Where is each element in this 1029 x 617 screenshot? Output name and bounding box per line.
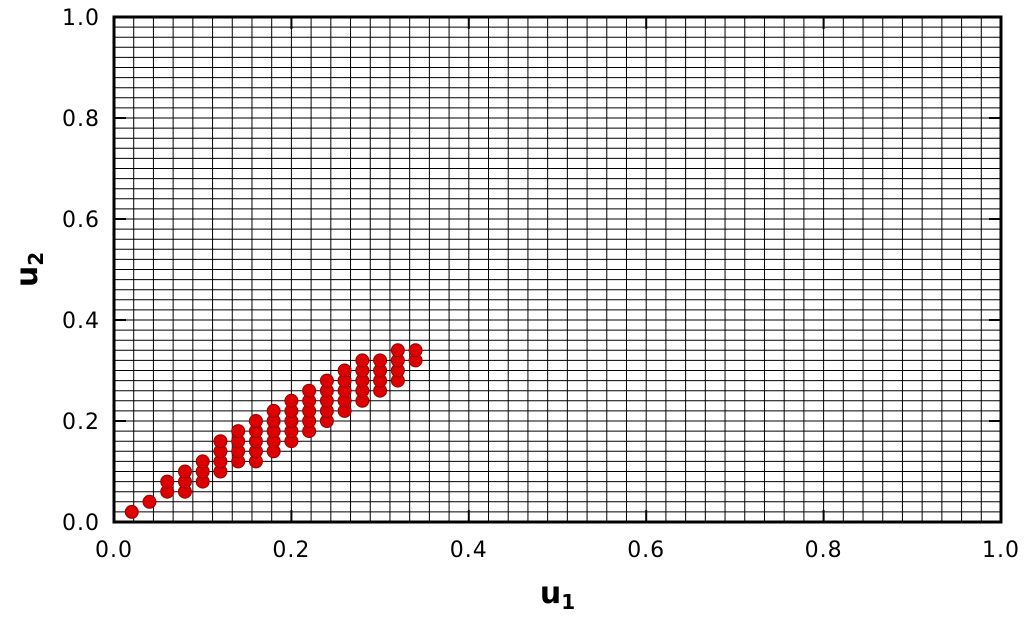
y-tick-labels: 0.0 0.2 0.4 0.6 0.8 1.0 [62,6,100,536]
data-point [390,343,405,358]
data-points [124,343,423,519]
y-tick-label: 0.8 [62,107,100,132]
y-axis-title-base: u [10,266,45,287]
data-point [124,504,139,519]
x-tick-labels: 0.0 0.2 0.4 0.6 0.8 1.0 [95,538,1020,563]
y-axis-title-subscript: 2 [24,252,48,266]
x-tick-label: 0.4 [450,538,488,563]
x-axis-title-subscript: 1 [561,590,575,613]
data-point [142,494,157,509]
plot-frame [112,15,1003,524]
x-axis-title-base: u [540,576,561,611]
x-tick-label: 1.0 [982,538,1020,563]
x-axis-title: u1 [540,576,575,613]
y-axis-title: u2 [10,252,48,287]
y-tick-label: 1.0 [62,6,100,31]
data-point [284,393,299,408]
y-tick-label: 0.6 [62,208,100,233]
data-point [195,454,210,469]
x-tick-label: 0.0 [95,538,133,563]
y-tick-label: 0.4 [62,309,100,334]
x-tick-label: 0.8 [805,538,843,563]
x-tick-label: 0.6 [627,538,665,563]
data-point [160,474,175,489]
data-point [408,343,423,358]
data-point [302,383,317,398]
data-point [337,363,352,378]
data-point [213,434,228,449]
data-point [177,464,192,479]
data-point [373,353,388,368]
data-point [248,414,263,428]
x-tick-label: 0.2 [272,538,310,563]
data-point [355,353,370,368]
data-point [231,424,246,439]
y-tick-label: 0.0 [62,511,100,536]
grid [114,17,1001,522]
data-point [319,373,334,388]
y-tick-label: 0.2 [62,410,100,435]
data-point [266,403,281,418]
